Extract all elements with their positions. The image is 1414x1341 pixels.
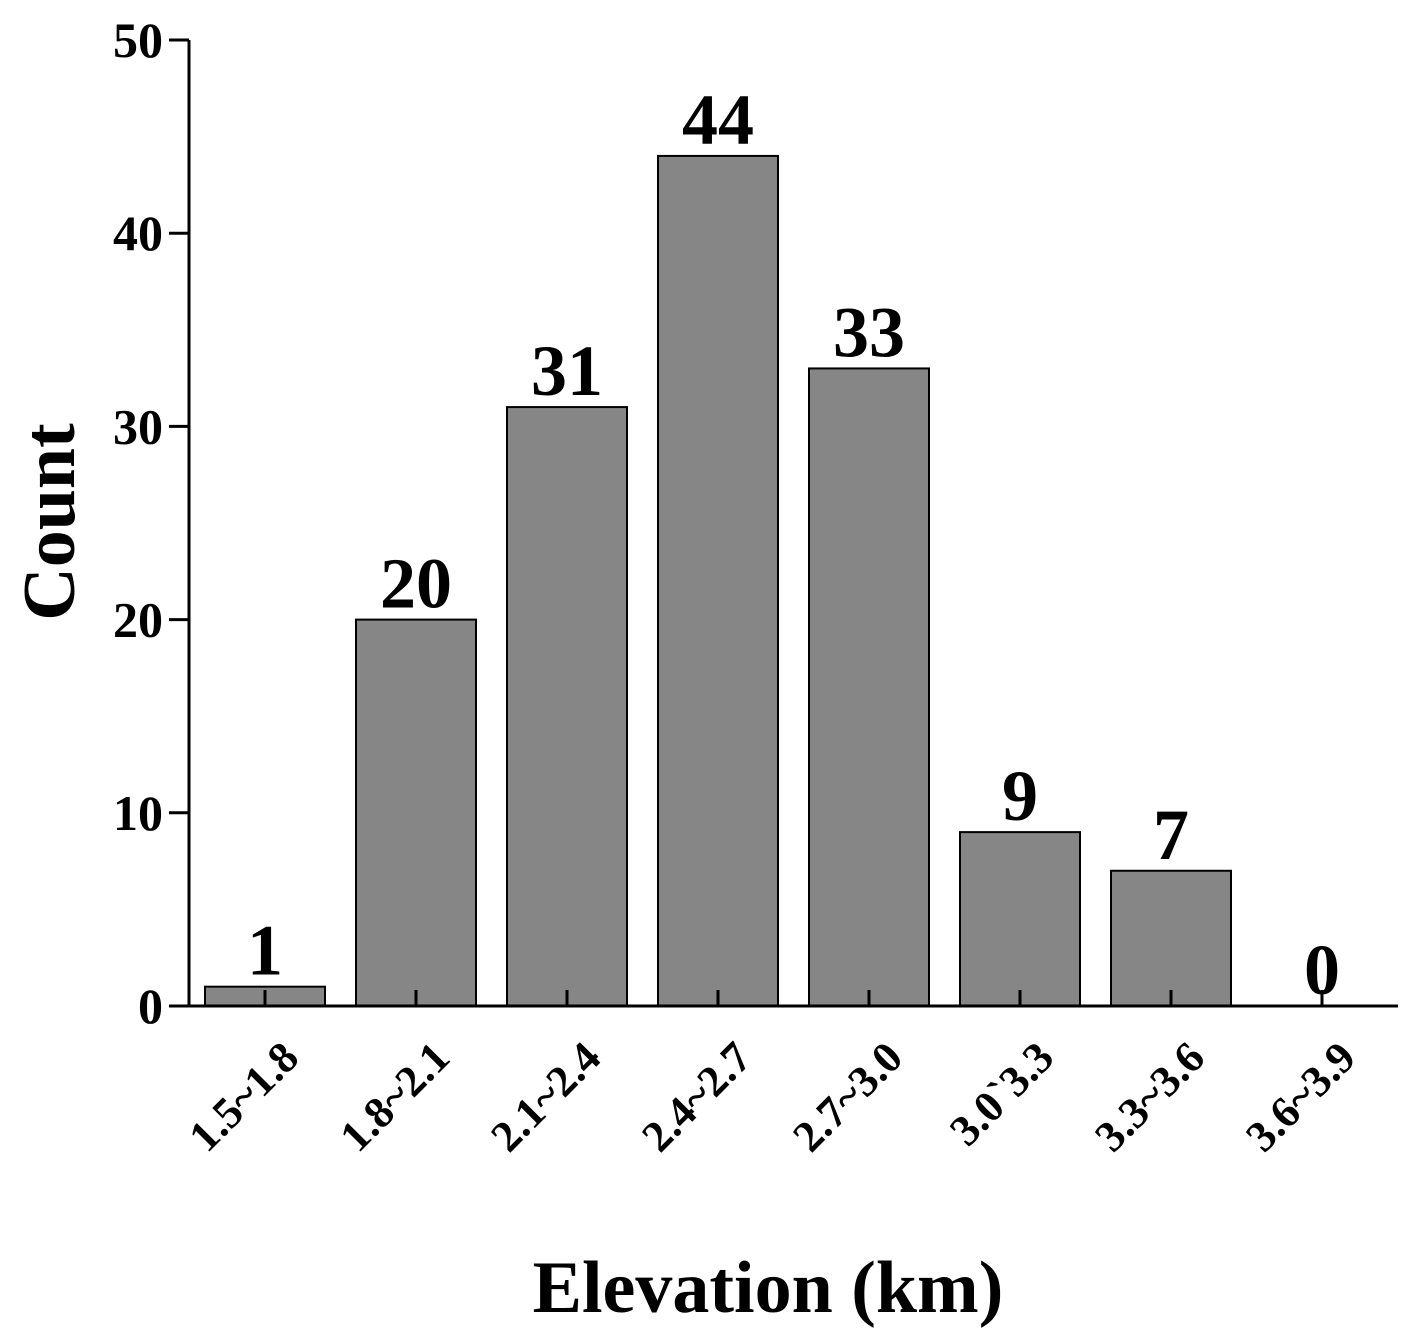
bar-3 bbox=[657, 154, 779, 1008]
bar-2 bbox=[506, 406, 628, 1007]
x-tick-label-3: 2.4~2.7 bbox=[632, 1032, 761, 1161]
bars-group bbox=[204, 154, 1232, 1008]
y-tick-label-1: 10 bbox=[113, 785, 163, 841]
data-label-3: 44 bbox=[682, 80, 754, 160]
bar-4 bbox=[808, 367, 930, 1007]
x-tick-label-1: 1.8~2.1 bbox=[330, 1032, 459, 1161]
y-tick-label-4: 40 bbox=[113, 205, 163, 261]
x-tick-label-0: 1.5~1.8 bbox=[179, 1032, 308, 1161]
data-label-7: 0 bbox=[1304, 930, 1340, 1010]
y-tick-label-3: 30 bbox=[113, 398, 163, 454]
x-tick-label-6: 3.3~3.6 bbox=[1085, 1032, 1214, 1161]
y-axis-title: Count bbox=[9, 423, 91, 621]
bar-1 bbox=[355, 618, 477, 1007]
x-axis-title: Elevation (km) bbox=[533, 1247, 1004, 1329]
y-tick-label-2: 20 bbox=[113, 592, 163, 648]
data-label-0: 1 bbox=[247, 911, 283, 991]
data-labels-group: 1 20 31 44 33 9 7 0 bbox=[247, 80, 1340, 1010]
data-label-2: 31 bbox=[531, 331, 603, 411]
x-tick-label-7: 3.6~3.9 bbox=[1236, 1032, 1365, 1161]
y-tick-label-0: 0 bbox=[138, 978, 163, 1034]
bar-6 bbox=[1110, 869, 1232, 1008]
data-label-5: 9 bbox=[1002, 756, 1038, 836]
x-tick-label-5: 3.0`3.3 bbox=[940, 1032, 1063, 1155]
data-label-4: 33 bbox=[833, 292, 905, 372]
data-label-6: 7 bbox=[1153, 795, 1189, 875]
x-axis: 1.5~1.8 1.8~2.1 2.1~2.4 2.4~2.7 2.7~3.0 3.0`3… bbox=[179, 990, 1398, 1161]
y-tick-label-5: 50 bbox=[113, 12, 163, 68]
x-tick-label-2: 2.1~2.4 bbox=[481, 1032, 610, 1161]
x-tick-label-4: 2.7~3.0 bbox=[783, 1032, 912, 1161]
data-label-1: 20 bbox=[380, 544, 452, 624]
bar-5 bbox=[959, 831, 1081, 1007]
y-axis: 0 10 20 30 40 50 bbox=[113, 12, 191, 1034]
